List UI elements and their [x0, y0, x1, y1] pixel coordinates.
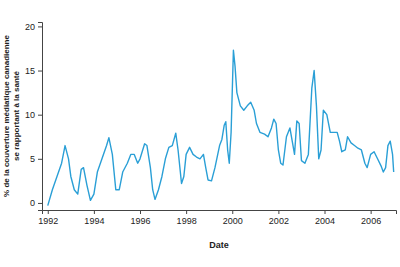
x-tick: 2002 — [269, 210, 289, 226]
x-tick-mark — [140, 210, 141, 214]
y-tick: 10 — [25, 110, 42, 120]
x-tick-label: 1994 — [84, 216, 104, 226]
x-axis-line — [43, 211, 397, 215]
x-tick: 1998 — [177, 210, 197, 226]
y-tick-mark — [38, 71, 42, 72]
x-tick-mark — [186, 210, 187, 214]
x-tick-mark — [94, 210, 95, 214]
y-tick-mark — [38, 203, 42, 204]
x-tick: 2006 — [361, 210, 381, 226]
x-tick: 2004 — [315, 210, 335, 226]
x-tick-mark — [48, 210, 49, 214]
x-tick: 1992 — [38, 210, 58, 226]
x-tick-mark — [325, 210, 326, 214]
x-tick-label: 1996 — [130, 216, 150, 226]
x-tick-mark — [278, 210, 279, 214]
y-tick: 15 — [25, 66, 42, 76]
chart: 1992 1994 1996 1998 2000 2002 2004 2006 0 5 10 15 20… — [0, 0, 400, 267]
y-tick-label: 10 — [25, 110, 35, 120]
plot-area — [48, 50, 394, 205]
x-tick: 1994 — [84, 210, 104, 226]
x-tick: 2000 — [223, 210, 243, 226]
y-axis-title: % de la couverture médiatique canadienne — [2, 35, 11, 197]
y-axis-line — [38, 23, 43, 211]
y-tick: 0 — [30, 198, 42, 208]
x-tick-mark — [371, 210, 372, 214]
x-tick-label: 2006 — [361, 216, 381, 226]
x-tick-label: 2002 — [269, 216, 289, 226]
data-line — [48, 50, 394, 205]
y-tick-mark — [38, 159, 42, 160]
y-tick-label: 0 — [30, 198, 35, 208]
x-tick-label: 2000 — [223, 216, 243, 226]
y-tick-label: 15 — [25, 66, 35, 76]
x-axis-title: Date — [209, 240, 229, 250]
y-axis-title: se rapportant à la santé — [12, 71, 21, 161]
x-tick: 1996 — [130, 210, 150, 226]
y-tick-mark — [38, 115, 42, 116]
y-tick-label: 5 — [30, 154, 35, 164]
x-tick-label: 1998 — [177, 216, 197, 226]
y-tick: 20 — [25, 22, 42, 32]
y-tick: 5 — [30, 154, 42, 164]
x-axis: 1992 1994 1996 1998 2000 2002 2004 2006 — [38, 210, 396, 226]
y-tick-mark — [38, 26, 42, 27]
y-axis: 0 5 10 15 20 — [25, 22, 43, 211]
x-tick-mark — [232, 210, 233, 214]
x-tick-label: 1992 — [38, 216, 58, 226]
y-tick-label: 20 — [25, 22, 35, 32]
x-tick-label: 2004 — [315, 216, 335, 226]
